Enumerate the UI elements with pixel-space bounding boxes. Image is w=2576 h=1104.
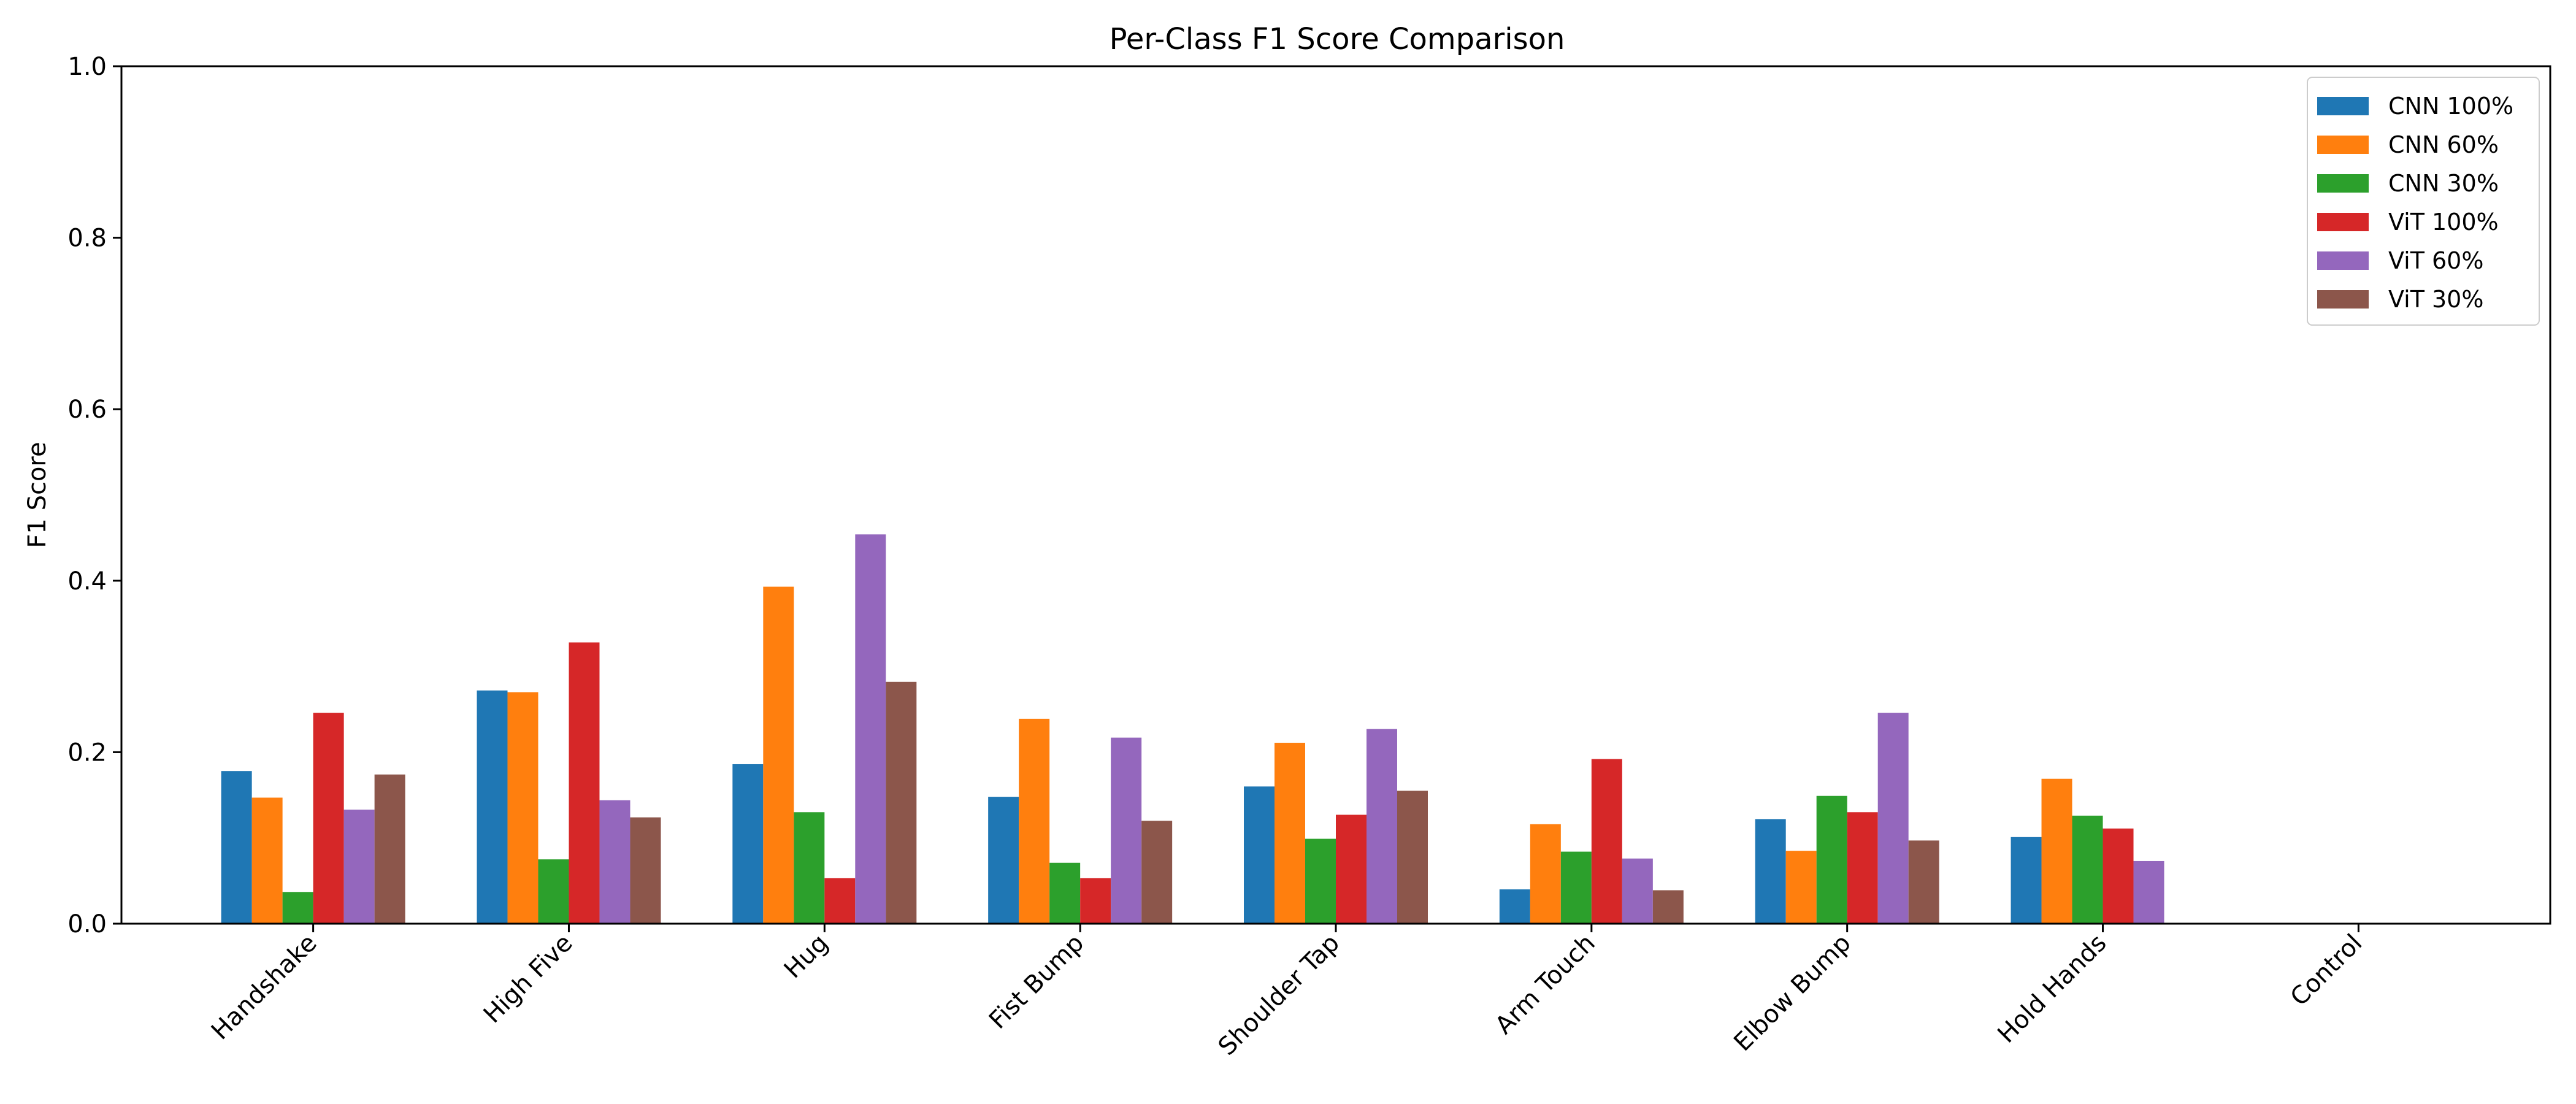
bar	[1847, 812, 1878, 924]
legend-swatch	[2317, 213, 2369, 231]
bar	[313, 713, 344, 924]
bar	[221, 771, 252, 924]
bar	[855, 534, 886, 924]
bar	[794, 812, 825, 924]
bar	[2103, 828, 2134, 924]
bar	[599, 800, 631, 924]
legend-swatch	[2317, 174, 2369, 193]
bar	[507, 692, 539, 924]
legend-label: CNN 60%	[2388, 131, 2499, 158]
bar	[2133, 861, 2164, 924]
legend-swatch	[2317, 251, 2369, 270]
legend-swatch	[2317, 290, 2369, 309]
plot-frame	[120, 65, 2551, 925]
bar	[1755, 819, 1786, 924]
bar	[1622, 858, 1653, 924]
bar	[1275, 743, 1305, 924]
bar	[1591, 759, 1622, 924]
bar	[1908, 840, 1939, 924]
bar	[1305, 838, 1336, 924]
bar	[1080, 878, 1111, 924]
bar	[1019, 718, 1050, 924]
bar	[282, 892, 313, 924]
bar	[1785, 851, 1817, 924]
bar	[988, 797, 1019, 924]
chart-title: Per-Class F1 Score Comparison	[1110, 22, 1565, 56]
bar	[1049, 862, 1081, 924]
bar	[630, 817, 661, 924]
bar	[1530, 824, 1561, 924]
bar	[1336, 815, 1367, 924]
bar	[824, 878, 856, 924]
bar	[1367, 729, 1397, 924]
bar	[1141, 821, 1173, 924]
legend-label: CNN 30%	[2388, 170, 2499, 197]
bar	[2072, 815, 2103, 924]
legend-label: ViT 100%	[2388, 209, 2499, 236]
y-tick-label: 1.0	[67, 53, 107, 81]
bar	[1111, 737, 1142, 924]
legend-label: CNN 100%	[2388, 93, 2513, 120]
bar	[1816, 795, 1847, 924]
bar	[2041, 778, 2072, 924]
y-axis-label: F1 Score	[23, 442, 52, 548]
bar	[374, 774, 405, 924]
bar	[538, 859, 569, 924]
bar	[763, 586, 794, 924]
legend-swatch	[2317, 136, 2369, 154]
bar	[2011, 837, 2042, 924]
legend-label: ViT 30%	[2388, 286, 2483, 313]
bar	[1652, 890, 1684, 924]
bar	[886, 681, 917, 924]
bar	[1877, 713, 1909, 924]
bar	[1244, 786, 1275, 924]
bar	[477, 690, 508, 924]
bar	[1499, 889, 1530, 924]
legend-label: ViT 60%	[2388, 247, 2483, 274]
bar	[732, 764, 764, 924]
bar	[1560, 851, 1592, 924]
bars-group	[221, 534, 2164, 924]
bar	[569, 642, 600, 924]
legend: CNN 100% CNN 60% CNN 30% ViT 100% ViT 60% ViT…	[2307, 77, 2540, 326]
y-ticks-group: 0.0 0.2 0.4 0.6 0.8 1.0	[67, 53, 121, 938]
y-tick-label: 0.2	[67, 738, 107, 767]
bar	[251, 797, 283, 924]
bar	[343, 810, 375, 924]
y-tick-label: 0.0	[67, 910, 107, 938]
bar	[1397, 791, 1428, 924]
y-tick-label: 0.4	[67, 567, 107, 596]
y-tick-label: 0.6	[67, 396, 107, 424]
y-tick-label: 0.8	[67, 224, 107, 253]
legend-swatch	[2317, 97, 2369, 115]
